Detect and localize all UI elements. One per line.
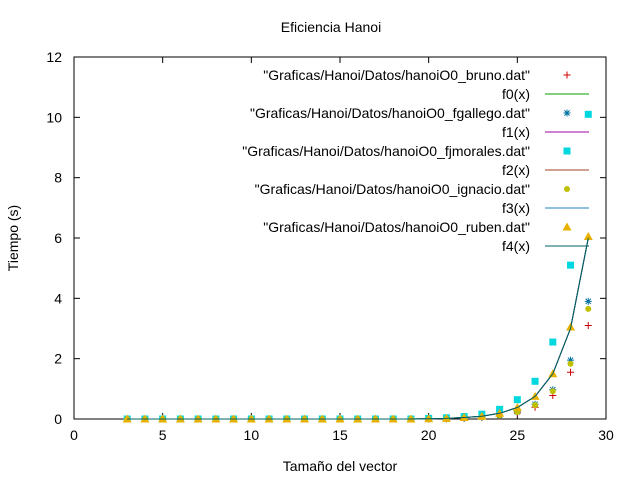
legend-item: f1(x) bbox=[502, 124, 589, 140]
data-point bbox=[531, 377, 539, 385]
y-tick-label: 0 bbox=[54, 411, 62, 427]
series-line bbox=[127, 237, 589, 420]
legend-label: "Graficas/Hanoi/Datos/hanoiO0_fjmorales.… bbox=[242, 143, 530, 159]
data-point bbox=[549, 338, 557, 346]
data-point bbox=[567, 360, 574, 367]
data-point bbox=[459, 412, 469, 421]
legend-item: "Graficas/Hanoi/Datos/hanoiO0_fgallego.d… bbox=[250, 105, 571, 121]
data-point bbox=[441, 413, 451, 422]
data-point bbox=[477, 411, 487, 420]
x-tick-label: 5 bbox=[159, 427, 167, 443]
x-tick-label: 20 bbox=[421, 427, 437, 443]
x-tick-label: 0 bbox=[70, 427, 78, 443]
y-tick-label: 2 bbox=[54, 351, 62, 367]
legend-label: f2(x) bbox=[502, 162, 530, 178]
data-point bbox=[513, 396, 521, 404]
axes: 0 5 10 15 20 25 30 0 2 4 6 8 10 12 bbox=[46, 49, 614, 443]
x-tick-label: 10 bbox=[244, 427, 260, 443]
data-point bbox=[424, 414, 434, 423]
series-layer bbox=[122, 110, 593, 423]
x-tick-label: 15 bbox=[332, 427, 348, 443]
legend-label: "Graficas/Hanoi/Datos/hanoiO0_ignacio.da… bbox=[255, 181, 530, 197]
series-2 bbox=[123, 297, 592, 423]
y-tick-label: 10 bbox=[46, 109, 62, 125]
series-0 bbox=[123, 321, 592, 423]
series-line bbox=[127, 237, 589, 420]
legend-label: "Graficas/Hanoi/Datos/hanoiO0_ruben.dat" bbox=[263, 219, 530, 235]
legend-item: "Graficas/Hanoi/Datos/hanoiO0_bruno.dat" bbox=[263, 67, 571, 83]
legend-label: "Graficas/Hanoi/Datos/hanoiO0_bruno.dat" bbox=[263, 67, 530, 83]
legend-swatch bbox=[562, 222, 572, 231]
y-tick-label: 4 bbox=[54, 290, 62, 306]
legend-swatch bbox=[563, 109, 571, 117]
legend-item: "Graficas/Hanoi/Datos/hanoiO0_fjmorales.… bbox=[242, 143, 571, 159]
series-9 bbox=[127, 237, 589, 420]
legend-item: "Graficas/Hanoi/Datos/hanoiO0_ruben.dat" bbox=[263, 219, 572, 235]
y-tick-label: 12 bbox=[46, 49, 62, 65]
legend-swatch bbox=[563, 71, 571, 79]
legend-item: "Graficas/Hanoi/Datos/hanoiO0_ignacio.da… bbox=[255, 181, 570, 197]
legend: "Graficas/Hanoi/Datos/hanoiO0_bruno.dat"… bbox=[242, 67, 589, 254]
data-point bbox=[585, 305, 592, 312]
legend-swatch bbox=[564, 186, 570, 192]
data-point bbox=[583, 231, 593, 240]
chart-title: Eficiencia Hanoi bbox=[281, 19, 381, 35]
legend-item: f4(x) bbox=[502, 238, 589, 254]
data-point bbox=[584, 297, 592, 305]
data-point bbox=[584, 110, 592, 118]
x-tick-label: 30 bbox=[598, 427, 614, 443]
series-line bbox=[127, 237, 589, 420]
legend-label: "Graficas/Hanoi/Datos/hanoiO0_fgallego.d… bbox=[250, 105, 530, 121]
legend-label: f0(x) bbox=[502, 86, 530, 102]
data-point bbox=[584, 321, 592, 329]
series-line bbox=[127, 237, 589, 420]
data-point bbox=[567, 261, 575, 269]
x-axis-label: Tamaño del vector bbox=[283, 458, 398, 474]
data-point bbox=[567, 356, 575, 364]
series-1 bbox=[127, 237, 589, 420]
legend-item: f2(x) bbox=[502, 162, 589, 178]
series-7 bbox=[127, 237, 589, 420]
data-point bbox=[567, 368, 575, 376]
legend-item: f3(x) bbox=[502, 200, 589, 216]
y-tick-label: 8 bbox=[54, 170, 62, 186]
data-point bbox=[532, 402, 539, 409]
legend-label: f4(x) bbox=[502, 238, 530, 254]
series-line bbox=[127, 237, 589, 420]
legend-swatch bbox=[563, 147, 571, 155]
legend-item: f0(x) bbox=[502, 86, 589, 102]
series-3 bbox=[127, 237, 589, 420]
legend-label: f1(x) bbox=[502, 124, 530, 140]
y-tick-label: 6 bbox=[54, 230, 62, 246]
y-axis-label: Tiempo (s) bbox=[5, 205, 21, 271]
legend-label: f3(x) bbox=[502, 200, 530, 216]
series-5 bbox=[127, 237, 589, 420]
series-8 bbox=[122, 231, 593, 423]
data-point bbox=[495, 408, 505, 417]
data-point bbox=[549, 388, 556, 395]
x-tick-label: 25 bbox=[510, 427, 526, 443]
